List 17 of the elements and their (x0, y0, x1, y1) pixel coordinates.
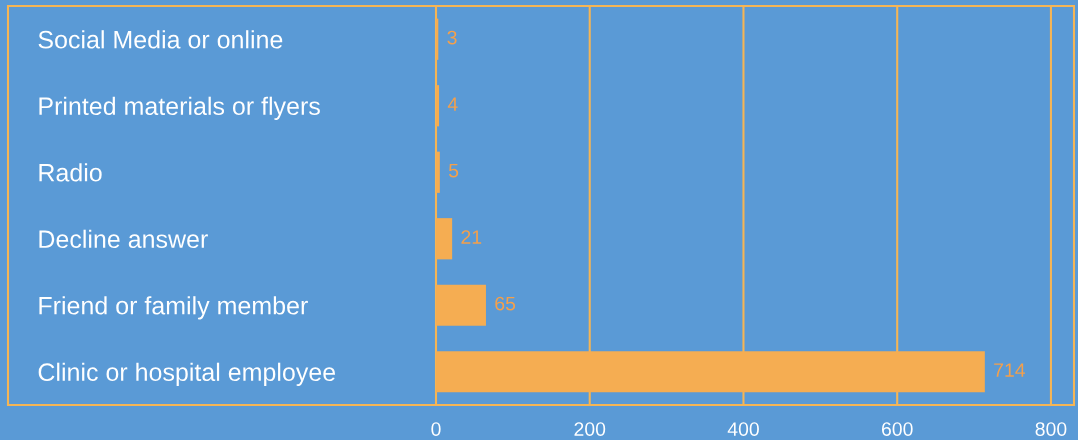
data-label: 5 (448, 163, 459, 178)
y-tick-label: Printed materials or flyers (39, 96, 320, 120)
x-tick-label: 800 (1035, 422, 1067, 436)
y-tick-label: Social Media or online (38, 30, 283, 49)
data-label: 21 (461, 230, 482, 244)
data-label: 3 (447, 30, 457, 45)
y-tick-label: Clinic or hospital employee (38, 362, 336, 386)
x-tick-label: 600 (881, 422, 913, 436)
data-label: 65 (495, 296, 516, 311)
x-tick-label: 400 (727, 422, 759, 436)
x-tick-label: 0 (431, 422, 441, 436)
data-label: 4 (447, 97, 458, 111)
y-tick-label: Radio (39, 163, 102, 182)
data-label: 714 (994, 363, 1026, 377)
y-tick-label: Friend or family member (39, 296, 308, 320)
x-tick-label: 200 (574, 422, 606, 436)
y-tick-label: Decline answer (39, 229, 208, 249)
